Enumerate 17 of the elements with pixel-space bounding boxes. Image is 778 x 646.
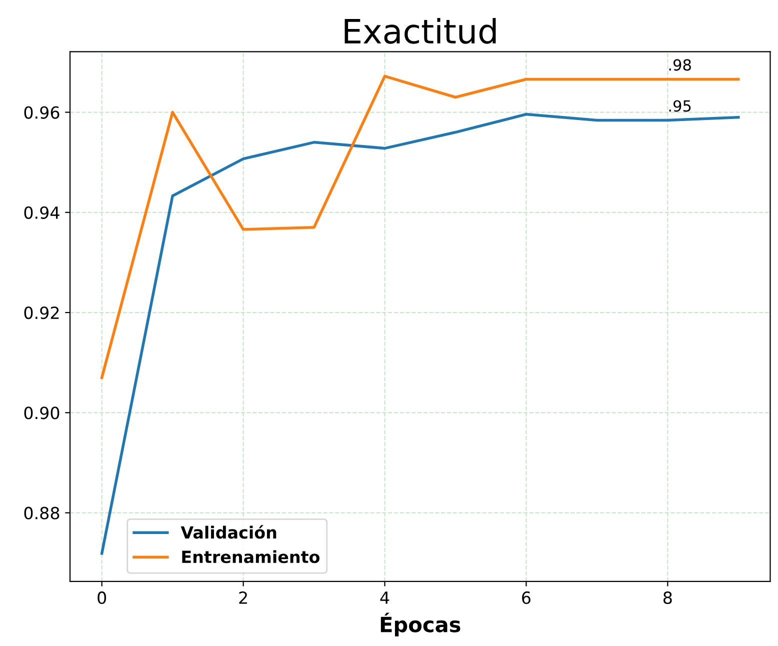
y-tick-label: 0.90 <box>24 406 60 420</box>
x-tick-label: 4 <box>380 592 390 604</box>
x-tick-label: 2 <box>239 591 247 604</box>
line-series <box>100 74 740 380</box>
legend-label: Validación <box>180 525 276 539</box>
chart-title: Exactitud <box>344 18 496 44</box>
y-tick-label: 0.94 <box>24 206 60 219</box>
x-tick-label: 8 <box>663 591 672 604</box>
y-tick-label: 0.96 <box>24 106 60 119</box>
y-tick-label: 0.92 <box>24 306 59 320</box>
x-tick-label: 6 <box>522 591 530 604</box>
x-axis-title: Épocas <box>380 612 460 636</box>
x-tick-label: 0 <box>98 591 106 604</box>
y-tick-label: 0.88 <box>24 506 60 520</box>
annotation: .98 <box>669 59 691 71</box>
legend-label: Entrenamiento <box>182 550 320 564</box>
annotation: .95 <box>669 100 691 112</box>
